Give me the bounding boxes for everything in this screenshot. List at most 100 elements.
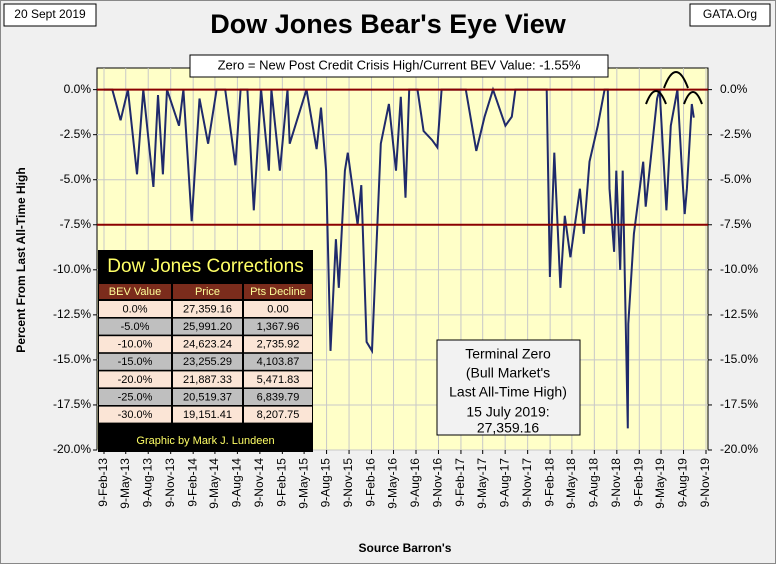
x-tick-label: 9-Nov-13 [163, 458, 177, 508]
x-tick-label: 9-May-19 [653, 458, 667, 509]
table-value: -10.0% [118, 339, 153, 351]
table-cell [244, 318, 312, 335]
y-tick-label: -2.5% [60, 127, 92, 141]
x-tick-label: 9-May-14 [207, 458, 221, 509]
subtitle-box [189, 54, 609, 78]
arc [645, 90, 667, 105]
table-cell [173, 318, 242, 335]
table-value: 8,207.75 [257, 409, 300, 421]
y2-tick-label: -17.5% [720, 397, 758, 411]
x-tick-label: 9-Feb-16 [364, 458, 378, 507]
table-value: 2,735.92 [257, 339, 300, 351]
x-axis-label: Source Barron's [359, 541, 452, 555]
y2-tick-label: -10.0% [720, 262, 758, 276]
arc [683, 91, 703, 105]
table-cell [99, 301, 171, 317]
table-cell [173, 371, 242, 388]
x-tick-label: 9-Aug-13 [140, 458, 154, 508]
table-header-cell [244, 284, 312, 299]
y-tick-label: -5.0% [60, 172, 92, 186]
annotation-text: Last All-Time High) [449, 384, 567, 400]
table-value: 1,367.96 [257, 321, 300, 333]
table-cell [99, 389, 171, 405]
table-value: -15.0% [118, 356, 153, 368]
x-tick-label: 9-Nov-15 [341, 458, 355, 508]
y-tick-label: -10.0% [53, 262, 91, 276]
table-cell [244, 389, 312, 405]
arc [663, 71, 689, 89]
table-cell [244, 371, 312, 388]
table-value: 21,887.33 [183, 374, 232, 386]
table-header-cell [173, 284, 242, 299]
y-tick-label: -20.0% [53, 442, 91, 456]
annotation: Terminal Zero (Bull Market's Last All-Time… [449, 346, 567, 436]
x-tick-label: 9-May-16 [386, 458, 400, 509]
annotation-date: 15 July 2019: [466, 404, 549, 420]
y-tick-label: 0.0% [64, 82, 92, 96]
site-box [689, 3, 771, 27]
y2-tick-label: -12.5% [720, 307, 758, 321]
x-tick-label: 9-Nov-18 [609, 458, 623, 508]
table-cell [99, 336, 171, 353]
x-tick-label: 9-Feb-18 [542, 458, 556, 507]
annotation-box [436, 339, 581, 436]
table-cell [173, 301, 242, 317]
date-stamp: 20 Sept 2019 [14, 7, 86, 21]
table-value: 4,103.87 [257, 356, 300, 368]
table-value: -25.0% [118, 391, 153, 403]
table-header: Pts Decline [250, 286, 306, 298]
table-cell [99, 406, 171, 423]
x-tick-label: 9-Feb-15 [275, 458, 289, 507]
table-value: 5,471.83 [257, 374, 300, 386]
table-value: 19,151.41 [183, 409, 232, 421]
y-axis-label: Percent From Last All-Time High [14, 167, 28, 352]
table-title: Dow Jones Corrections [107, 256, 303, 277]
source-site: GATA.Org [703, 7, 757, 21]
subtitle: Zero = New Post Credit Crisis High/Curre… [218, 57, 581, 72]
x-tick-label: 9-Aug-16 [408, 458, 422, 508]
x-tick-label: 9-Nov-16 [431, 458, 445, 508]
y-tick-label: -17.5% [53, 397, 91, 411]
x-tick-label: 9-May-18 [564, 458, 578, 509]
y2-tick-label: -15.0% [720, 352, 758, 366]
table-value: 23,255.29 [183, 356, 232, 368]
x-tick-label: 9-Feb-19 [631, 458, 645, 507]
y2-tick-label: -2.5% [720, 127, 752, 141]
table-value: -30.0% [118, 409, 153, 421]
x-tick-label: 9-Nov-17 [520, 458, 534, 508]
table-cell [99, 318, 171, 335]
table-value: 27,359.16 [183, 303, 232, 315]
table-value: 0.00 [267, 303, 288, 315]
table-cell [244, 406, 312, 423]
table-footer: Graphic by Mark J. Lundeen [136, 435, 274, 447]
table-cell [244, 336, 312, 353]
x-tick-label: 9-Aug-15 [319, 458, 333, 508]
x-tick-label: 9-Aug-14 [230, 458, 244, 508]
y-tick-label: -7.5% [60, 217, 92, 231]
x-tick-label: 9-Feb-13 [96, 458, 110, 507]
annotation-date: 27,359.16 [477, 420, 539, 436]
x-tick-label: 9-Aug-18 [587, 458, 601, 508]
table-value: 6,839.79 [257, 391, 300, 403]
x-tick-label: 9-Aug-17 [497, 458, 511, 508]
y2-tick-label: -7.5% [720, 217, 752, 231]
y-tick-label: -12.5% [53, 307, 91, 321]
table-value: -20.0% [118, 374, 153, 386]
x-tick-label: 9-Nov-19 [698, 458, 712, 508]
table-header: Price [195, 286, 220, 298]
peak-arcs [645, 71, 703, 105]
table-value: 24,623.24 [183, 339, 232, 351]
table-cell [173, 336, 242, 353]
plot [97, 86, 708, 429]
date-box [3, 3, 97, 27]
annotation-text: Terminal Zero [465, 346, 551, 362]
table-cell [173, 389, 242, 405]
table-cell [244, 301, 312, 317]
y2-tick-label: -5.0% [720, 172, 752, 186]
table-value: -5.0% [121, 321, 150, 333]
table-header-cell [99, 284, 171, 299]
x-tick-label: 9-Aug-19 [676, 458, 690, 508]
y2-tick-label: 0.0% [720, 82, 748, 96]
corrections-table: Dow Jones Corrections BEV Value Price Pts D… [98, 250, 313, 452]
